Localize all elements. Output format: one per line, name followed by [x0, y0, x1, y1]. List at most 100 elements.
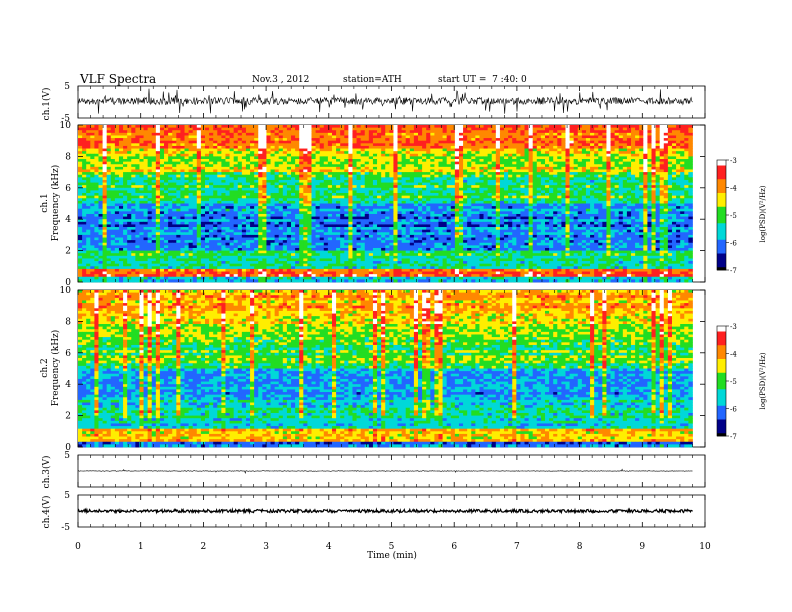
spectrogram-cell — [557, 179, 562, 183]
spectrogram-cell — [602, 182, 607, 186]
spectrogram-cell — [307, 193, 312, 197]
spectrogram-cell — [418, 127, 423, 131]
spectrogram-cell — [278, 135, 284, 139]
spectrogram-cell — [594, 177, 599, 181]
spectrogram-cell — [204, 156, 210, 160]
spectrogram-cell — [663, 198, 669, 202]
spectrogram-cell — [78, 185, 83, 189]
spectrogram-cell — [598, 182, 603, 186]
spectrogram-cell — [291, 206, 296, 210]
spectrogram-cell — [499, 169, 505, 173]
spectrogram-cell — [610, 135, 616, 139]
spectrogram-cell — [327, 206, 333, 210]
spectrogram-cell — [364, 208, 370, 212]
spectrogram-cell — [262, 127, 267, 131]
spectrogram-cell — [393, 185, 398, 189]
spectrogram-cell — [676, 166, 681, 170]
spectrogram-cell — [655, 153, 661, 157]
spectrogram-cell — [504, 208, 509, 212]
spectrogram-cell — [164, 166, 169, 170]
spectrogram-cell — [434, 143, 439, 147]
spectrogram-cell — [622, 140, 628, 144]
spectrogram-cell — [110, 206, 116, 210]
spectrogram-cell — [610, 182, 616, 186]
spectrogram-cell — [139, 185, 144, 189]
spectrogram-cell — [614, 206, 620, 210]
spectrogram-cell — [368, 200, 374, 204]
spectrogram-cell — [192, 159, 198, 163]
spectrogram-cell — [487, 174, 493, 178]
spectrogram-cell — [307, 143, 312, 147]
spectrogram-cell — [245, 185, 251, 189]
spectrogram-cell — [225, 185, 230, 189]
spectrogram-cell — [684, 130, 689, 134]
spectrogram-cell — [454, 195, 460, 199]
spectrogram-cell — [278, 187, 284, 191]
spectrogram-cell — [540, 182, 546, 186]
spectrogram-cell — [98, 182, 103, 186]
spectrogram-cell — [94, 127, 99, 131]
spectrogram-cell — [467, 135, 472, 139]
spectrogram-cell — [639, 195, 644, 199]
spectrogram-cell — [442, 193, 448, 197]
spectrogram-cell — [622, 174, 628, 178]
spectrogram-cell — [250, 148, 255, 152]
spectrogram-cell — [643, 200, 648, 204]
spectrogram-cell — [147, 190, 153, 194]
spectrogram-cell — [372, 195, 378, 199]
spectrogram-cell — [348, 172, 353, 176]
spectrogram-cell — [643, 203, 648, 207]
spectrogram-cell — [291, 182, 296, 186]
spectrogram-cell — [495, 130, 501, 134]
spectrogram-cell — [581, 164, 587, 168]
spectrogram-cell — [250, 153, 255, 157]
spectrogram-cell — [143, 200, 149, 204]
spectrogram-cell — [590, 138, 595, 142]
spectrogram-cell — [213, 195, 218, 199]
spectrogram-cell — [536, 193, 542, 197]
spectrogram-cell — [176, 166, 181, 170]
spectrogram-cell — [106, 185, 112, 189]
spectrogram-cell — [598, 166, 603, 170]
spectrogram-cell — [532, 161, 538, 165]
spectrogram-cell — [262, 138, 267, 142]
spectrogram-cell — [102, 198, 108, 202]
spectrogram-cell — [504, 135, 509, 139]
spectrogram-cell — [336, 143, 341, 147]
spectrogram-cell — [209, 185, 214, 189]
spectrogram-cell — [585, 135, 591, 139]
spectrogram-cell — [98, 127, 103, 131]
spectrogram-cell — [446, 177, 452, 181]
spectrogram-cell — [614, 130, 620, 134]
spectrogram-cell — [622, 208, 628, 212]
spectrogram-cell — [159, 172, 165, 176]
spectrogram-cell — [237, 143, 243, 147]
spectrogram-cell — [450, 143, 456, 147]
spectrogram-cell — [94, 143, 99, 147]
spectrogram-cell — [577, 208, 583, 212]
spectrogram-cell — [291, 145, 296, 149]
spectrogram-cell — [684, 174, 689, 178]
spectrogram-cell — [143, 140, 149, 144]
spectrogram-cell — [602, 164, 607, 168]
spectrogram-cell — [598, 198, 603, 202]
spectrogram-cell — [651, 151, 656, 155]
spectrogram-cell — [94, 156, 99, 160]
spectrogram-cell — [598, 208, 603, 212]
spectrogram-cell — [299, 190, 304, 194]
spectrogram-cell — [123, 187, 128, 191]
spectrogram-cell — [680, 166, 685, 170]
spectrogram-cell — [213, 156, 218, 160]
spectrogram-cell — [213, 174, 218, 178]
spectrogram-cell — [295, 185, 300, 189]
spectrogram-cell — [671, 125, 677, 129]
spectrogram-cell — [344, 187, 349, 191]
spectrogram-cell — [233, 153, 239, 157]
spectrogram-cell — [86, 198, 91, 202]
spectrogram-cell — [426, 177, 431, 181]
spectrogram-cell — [385, 206, 390, 210]
spectrogram-cell — [336, 145, 341, 149]
spectrogram-cell — [499, 125, 505, 129]
spectrogram-cell — [237, 161, 243, 165]
spectrogram-cell — [348, 195, 353, 199]
